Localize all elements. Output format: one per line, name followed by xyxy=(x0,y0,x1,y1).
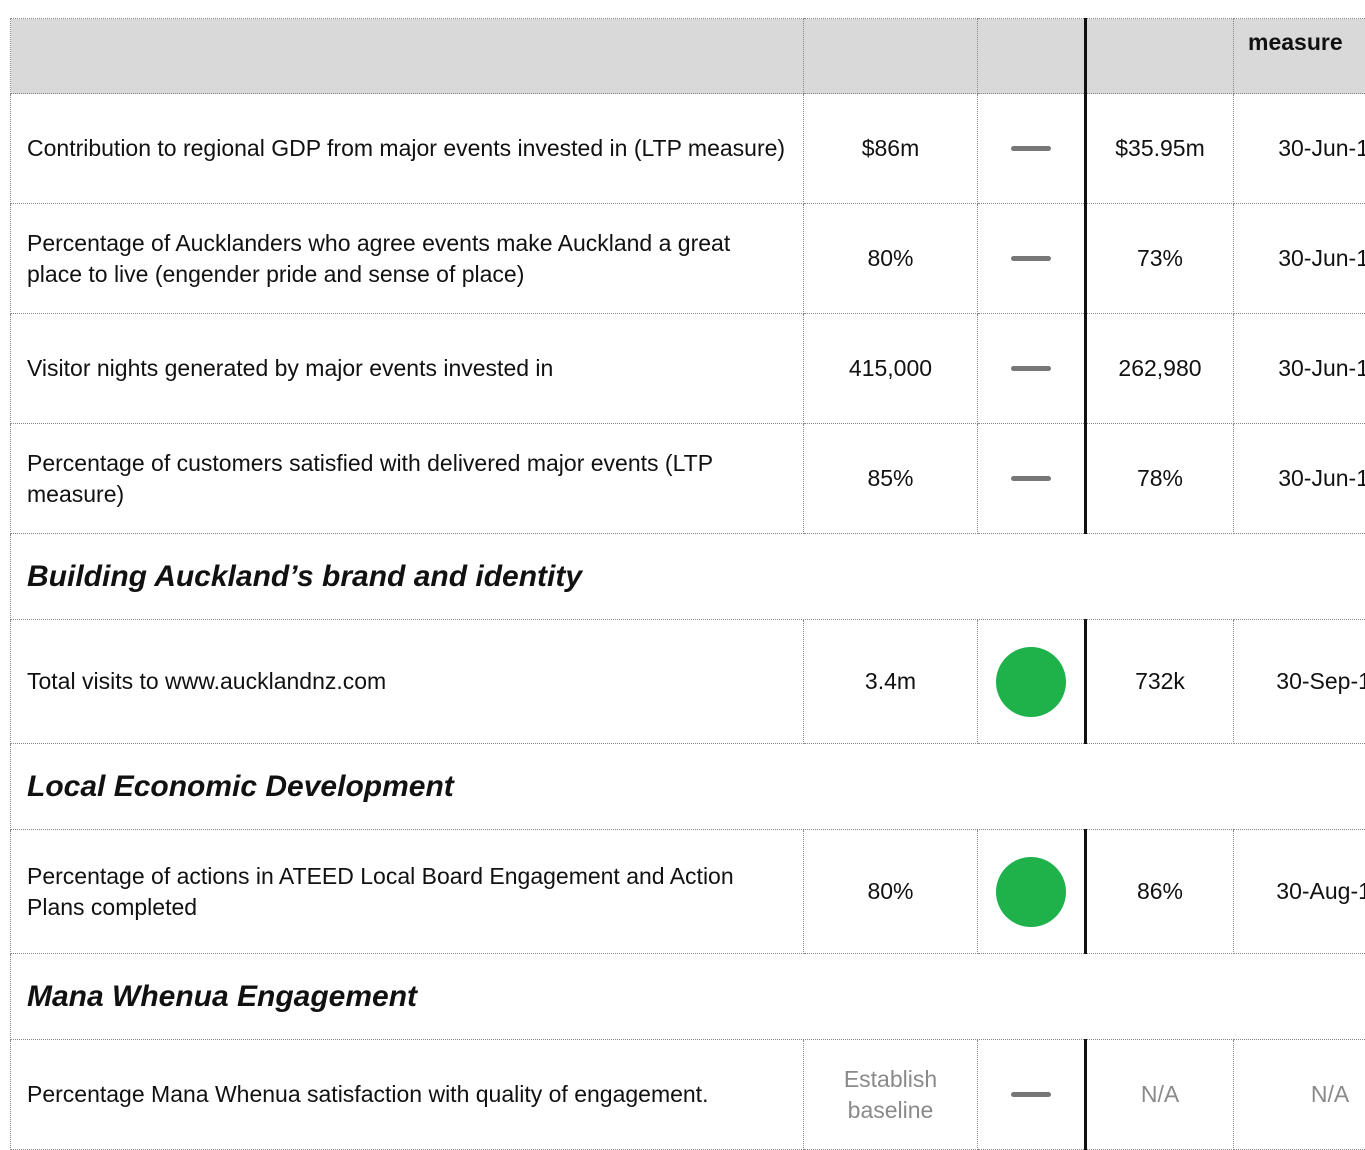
data-row: Percentage of Aucklanders who agree even… xyxy=(11,204,1365,314)
result: N/A xyxy=(1086,1040,1234,1150)
header-cell xyxy=(978,19,1086,94)
date: 30-Jun-16 xyxy=(1234,314,1365,424)
result: 86% xyxy=(1086,830,1234,954)
measure-description: Contribution to regional GDP from major … xyxy=(11,94,804,204)
data-row: Percentage Mana Whenua satisfaction with… xyxy=(11,1040,1365,1150)
status-cell xyxy=(978,94,1086,204)
status-cell xyxy=(978,620,1086,744)
header-cell xyxy=(11,19,804,94)
result: 732k xyxy=(1086,620,1234,744)
measure-description: Visitor nights generated by major events… xyxy=(11,314,804,424)
target: 80% xyxy=(804,204,978,314)
data-row: Percentage of customers satisfied with d… xyxy=(11,424,1365,534)
date: N/A xyxy=(1234,1040,1365,1150)
data-row: Visitor nights generated by major events… xyxy=(11,314,1365,424)
status-icon xyxy=(996,857,1066,927)
table-body: measure Contribution to regional GDP fro… xyxy=(11,19,1365,1150)
date: 30-Sep-16 xyxy=(1234,620,1365,744)
status-cell xyxy=(978,1040,1086,1150)
section-row: Mana Whenua Engagement xyxy=(11,954,1365,1040)
header-cell: measure xyxy=(1234,19,1365,94)
header-cell xyxy=(804,19,978,94)
section-title: Local Economic Development xyxy=(11,744,1365,830)
header-row: measure xyxy=(11,19,1365,94)
measure-description: Percentage Mana Whenua satisfaction with… xyxy=(11,1040,804,1150)
measure-description: Percentage of customers satisfied with d… xyxy=(11,424,804,534)
target: 3.4m xyxy=(804,620,978,744)
measure-description: Percentage of Aucklanders who agree even… xyxy=(11,204,804,314)
status-cell xyxy=(978,424,1086,534)
status-cell xyxy=(978,204,1086,314)
date: 30-Aug-16 xyxy=(1234,830,1365,954)
result: 73% xyxy=(1086,204,1234,314)
status-icon xyxy=(1011,476,1051,481)
result: 78% xyxy=(1086,424,1234,534)
status-icon xyxy=(1011,146,1051,151)
data-row: Contribution to regional GDP from major … xyxy=(11,94,1365,204)
status-cell xyxy=(978,314,1086,424)
target: Establish baseline xyxy=(804,1040,978,1150)
target: 415,000 xyxy=(804,314,978,424)
status-icon xyxy=(1011,366,1051,371)
date: 30-Jun-16 xyxy=(1234,204,1365,314)
section-title: Building Auckland’s brand and identity xyxy=(11,534,1365,620)
measure-description: Total visits to www.aucklandnz.com xyxy=(11,620,804,744)
status-icon xyxy=(1011,256,1051,261)
result: $35.95m xyxy=(1086,94,1234,204)
target: $86m xyxy=(804,94,978,204)
target: 85% xyxy=(804,424,978,534)
table-wrap: measure Contribution to regional GDP fro… xyxy=(10,18,1365,1150)
result: 262,980 xyxy=(1086,314,1234,424)
status-icon xyxy=(996,647,1066,717)
kpi-table: measure Contribution to regional GDP fro… xyxy=(10,18,1365,1150)
measure-description: Percentage of actions in ATEED Local Boa… xyxy=(11,830,804,954)
target: 80% xyxy=(804,830,978,954)
section-title: Mana Whenua Engagement xyxy=(11,954,1365,1040)
status-icon xyxy=(1011,1092,1051,1097)
date: 30-Jun-16 xyxy=(1234,94,1365,204)
section-row: Building Auckland’s brand and identity xyxy=(11,534,1365,620)
header-cell xyxy=(1086,19,1234,94)
data-row: Percentage of actions in ATEED Local Boa… xyxy=(11,830,1365,954)
date: 30-Jun-16 xyxy=(1234,424,1365,534)
status-cell xyxy=(978,830,1086,954)
section-row: Local Economic Development xyxy=(11,744,1365,830)
